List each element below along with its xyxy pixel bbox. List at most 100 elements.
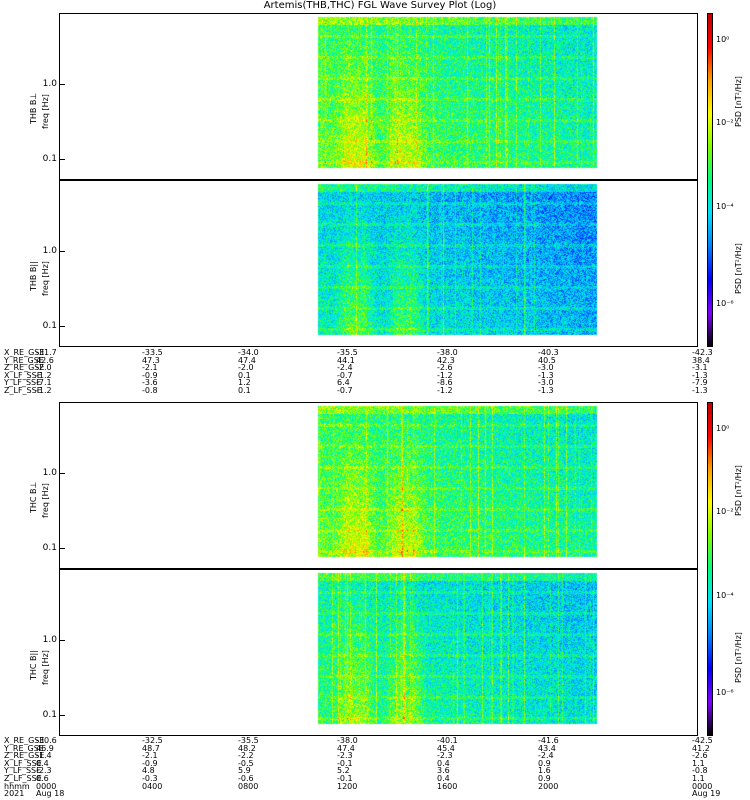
ephemeris-value: 0000 bbox=[692, 781, 713, 791]
colorbar-label: PSD [nT²/Hz] bbox=[734, 75, 743, 127]
ephemeris-value: 0.9 bbox=[538, 758, 551, 768]
ephemeris-value: 1600 bbox=[437, 781, 458, 791]
ephemeris-row-label: X_RE_GSE bbox=[4, 736, 45, 745]
ephemeris-value: 0.4 bbox=[36, 758, 49, 768]
ephemeris-value: -0.6 bbox=[238, 773, 254, 783]
ephemeris-value: 5.9 bbox=[238, 766, 251, 776]
y-tick-label: 1.0 bbox=[42, 468, 57, 478]
ephemeris-value: -2.4 bbox=[337, 363, 353, 373]
y-tick-label: 0.1 bbox=[42, 543, 57, 553]
ephemeris-value: 42.3 bbox=[437, 355, 455, 365]
plot-title: Artemis(THB,THC) FGL Wave Survey Plot (L… bbox=[263, 0, 497, 11]
ephemeris-value: -38.0 bbox=[337, 736, 358, 745]
spectrogram-image bbox=[60, 403, 697, 568]
ephemeris-row-label: Y_LF_SSE bbox=[4, 378, 42, 388]
ephemeris-value: 2000 bbox=[538, 781, 559, 791]
ephemeris-value: 46.9 bbox=[36, 743, 54, 753]
ephemeris-value: 48.2 bbox=[238, 743, 256, 753]
ephemeris-value: 42.6 bbox=[36, 355, 54, 365]
y-tick-label: 0.1 bbox=[42, 710, 57, 720]
ephemeris-value: -2.2 bbox=[238, 751, 254, 761]
ephemeris-value: -3.0 bbox=[538, 378, 554, 388]
ephemeris-value: 1.1 bbox=[692, 773, 705, 783]
y-tick-mark bbox=[60, 326, 65, 327]
spectrogram-panel-2: 1.0 0.1 THB B|| freq [Hz] bbox=[29, 180, 698, 347]
colorbar-tick-label: 10⁻⁶ bbox=[716, 687, 734, 697]
ephemeris-value: -1.3 bbox=[692, 385, 708, 395]
ephemeris-value: -2.6 bbox=[692, 751, 708, 761]
ephemeris-value: -33.5 bbox=[142, 348, 163, 357]
ephemeris-value: 47.3 bbox=[142, 355, 160, 365]
ephemeris-value: -2.3 bbox=[437, 751, 453, 761]
ephemeris-value: -32.5 bbox=[142, 736, 163, 745]
spectrogram-image bbox=[60, 181, 697, 346]
ephemeris-value: -2.1 bbox=[142, 363, 158, 373]
ephemeris-value: -0.7 bbox=[337, 385, 353, 395]
colorbar-tick-label: 10⁰ bbox=[716, 423, 730, 433]
ephemeris-row-label: 2021 bbox=[4, 789, 25, 799]
ephemeris-value: -40.1 bbox=[437, 736, 458, 745]
ephemeris-value: -1.2 bbox=[36, 385, 52, 395]
ephemeris-value: 1.6 bbox=[538, 766, 551, 776]
colorbar-tick-label: 10⁻² bbox=[716, 118, 734, 128]
ephemeris-value: Aug 18 bbox=[36, 789, 65, 799]
ephemeris-value: -0.8 bbox=[692, 766, 708, 776]
ephemeris-value: 6.4 bbox=[337, 378, 350, 388]
ephemeris-value: -0.9 bbox=[142, 758, 158, 768]
ephemeris-value: -42.3 bbox=[692, 348, 713, 357]
ephemeris-value: 43.4 bbox=[538, 743, 556, 753]
ephemeris-value: -2.4 bbox=[538, 751, 554, 761]
y-tick-mark bbox=[60, 251, 65, 252]
ephemeris-value: 0.1 bbox=[238, 385, 251, 395]
ephemeris-value: -1.4 bbox=[36, 751, 52, 761]
ephemeris-value: -2.3 bbox=[36, 766, 52, 776]
ephemeris-value: 3.6 bbox=[437, 766, 450, 776]
ephemeris-value: 47.4 bbox=[238, 355, 256, 365]
ephemeris-value: -30.6 bbox=[36, 736, 57, 745]
ephemeris-value: -3.0 bbox=[538, 363, 554, 373]
y-tick-mark bbox=[60, 715, 65, 716]
ephemeris-value: -35.5 bbox=[337, 348, 358, 357]
ephemeris-value: -1.2 bbox=[437, 385, 453, 395]
ephemeris-value: 0000 bbox=[36, 781, 57, 791]
ephemeris-value: -1.3 bbox=[538, 385, 554, 395]
colorbar-tick-label: 10⁻² bbox=[716, 507, 734, 517]
y-tick-label: 0.1 bbox=[42, 321, 57, 331]
spectrogram-panel-1: 1.0 0.1 THB B⊥ freq [Hz] bbox=[29, 13, 698, 180]
ephemeris-row-label: Z_RE_GSE bbox=[4, 363, 45, 373]
ephemeris-value: -8.6 bbox=[437, 378, 453, 388]
y-tick-label: 0.1 bbox=[42, 154, 57, 164]
ephemeris-value: -2.0 bbox=[36, 363, 52, 373]
ephemeris-value: 0.4 bbox=[437, 758, 450, 768]
ephemeris-value: -0.9 bbox=[142, 370, 158, 380]
colorbar bbox=[707, 13, 713, 347]
y-axis-label: freq [Hz] bbox=[41, 94, 50, 129]
colorbar-label: PSD [nT²/Hz] bbox=[734, 464, 743, 516]
ephemeris-value: -7.1 bbox=[36, 378, 52, 388]
ephemeris-value: -38.0 bbox=[437, 348, 458, 357]
ephemeris-value: 47.4 bbox=[337, 743, 355, 753]
y-tick-mark bbox=[60, 640, 65, 641]
y-tick-label: 1.0 bbox=[42, 79, 57, 89]
colorbar-tick-label: 10⁻⁴ bbox=[716, 201, 734, 211]
ephemeris-value: -31.7 bbox=[36, 348, 57, 357]
y-tick-mark bbox=[60, 473, 65, 474]
panel-label: THC B|| bbox=[29, 650, 38, 680]
ephemeris-value: -0.7 bbox=[337, 370, 353, 380]
y-tick-label: 1.0 bbox=[42, 635, 57, 645]
ephemeris-value: -0.3 bbox=[142, 773, 158, 783]
y-axis-label: freq [Hz] bbox=[41, 650, 50, 685]
ephemeris-value: 0.4 bbox=[437, 773, 450, 783]
colorbar bbox=[707, 402, 713, 736]
ephemeris-row-label: Z_LF_SSE bbox=[4, 385, 42, 395]
ephemeris-value: 44.1 bbox=[337, 355, 355, 365]
y-axis-label: freq [Hz] bbox=[41, 261, 50, 296]
ephemeris-value: 0.1 bbox=[238, 370, 251, 380]
spectrogram-image bbox=[60, 570, 697, 735]
ephemeris-value: 5.2 bbox=[337, 766, 350, 776]
ephemeris-value: -1.2 bbox=[437, 370, 453, 380]
y-axis-label: freq [Hz] bbox=[41, 483, 50, 518]
ephemeris-value: 0800 bbox=[238, 781, 259, 791]
ephemeris-value: 48.7 bbox=[142, 743, 160, 753]
ephemeris-value: -3.1 bbox=[692, 363, 708, 373]
